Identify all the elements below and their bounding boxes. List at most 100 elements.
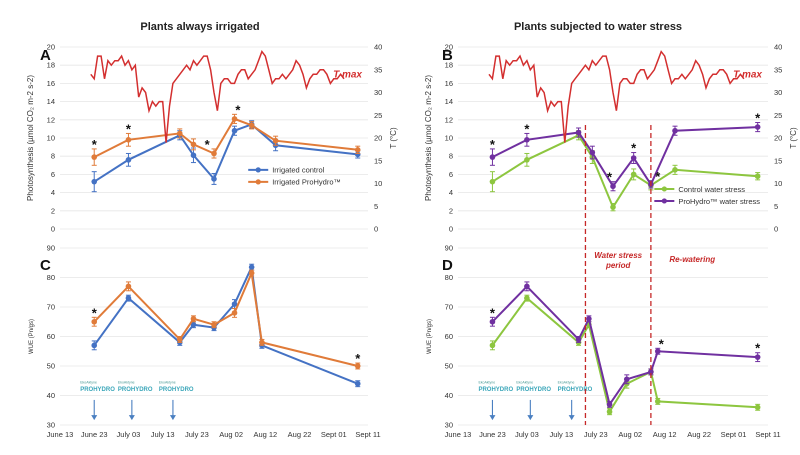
x-tick-label: June 13 xyxy=(445,430,472,439)
significance-star: * xyxy=(755,341,761,356)
x-tick-label: July 03 xyxy=(117,430,141,439)
legend-label: Irrigated control xyxy=(272,166,324,175)
data-point xyxy=(190,316,197,322)
y-tick-label: 90 xyxy=(445,244,453,253)
data-point xyxy=(211,176,217,182)
panel-label: B xyxy=(442,47,453,64)
y-tick-label: 30 xyxy=(47,421,55,430)
x-tick-label: July 23 xyxy=(584,430,608,439)
treatment-logo: PROHYDRO xyxy=(80,387,115,393)
significance-star: * xyxy=(655,169,661,184)
legend-marker xyxy=(255,167,261,173)
data-point xyxy=(125,157,132,163)
y2-tick-label: 30 xyxy=(374,88,382,97)
data-point xyxy=(190,321,197,328)
legend-label: ProHydro™ water stress xyxy=(678,197,760,206)
data-point xyxy=(176,130,183,137)
y2-tick-label: 15 xyxy=(374,156,382,165)
treatment-arrowhead xyxy=(128,415,135,421)
y2-tick-label: 20 xyxy=(774,134,782,143)
data-point xyxy=(754,173,761,180)
significance-star: * xyxy=(631,141,637,156)
data-point xyxy=(248,122,255,129)
y-tick-label: 80 xyxy=(445,273,453,282)
treatment-logo-small: EkoAktyne xyxy=(80,381,97,385)
y-tick-label: 40 xyxy=(445,391,453,400)
data-point xyxy=(248,270,255,276)
y2-tick-label: 10 xyxy=(374,179,382,188)
data-point xyxy=(630,171,637,178)
y-tick-label: 8 xyxy=(51,152,55,161)
significance-star: * xyxy=(355,351,361,366)
y2-tick-label: 0 xyxy=(774,225,778,234)
treatment-logo: PROHYDRO xyxy=(118,387,153,393)
water-stress-label-line1: Water stress xyxy=(594,251,642,260)
data-point xyxy=(91,154,98,160)
y-tick-label: 12 xyxy=(47,115,55,124)
x-tick-label: Aug 02 xyxy=(219,430,243,439)
y-tick-label: 16 xyxy=(47,79,55,88)
data-point xyxy=(575,129,582,136)
series-line xyxy=(93,269,358,367)
y-tick-label: 6 xyxy=(51,170,55,179)
data-point xyxy=(606,408,613,415)
significance-star: * xyxy=(524,121,530,136)
x-tick-label: June 23 xyxy=(479,430,506,439)
y-tick-label: 4 xyxy=(449,188,453,197)
y-tick-label: 10 xyxy=(445,134,453,143)
title-irrigated: Plants always irrigated xyxy=(140,21,259,33)
x-tick-label: Sept 01 xyxy=(721,430,747,439)
data-point xyxy=(190,141,197,148)
y-tick-label: 50 xyxy=(445,362,453,371)
data-point xyxy=(176,336,183,343)
treatment-logo: PROHYDRO xyxy=(558,387,593,393)
treatment-logo-small: EkoAktyne xyxy=(159,381,176,385)
title-water-stress: Plants subjected to water stress xyxy=(514,21,682,33)
data-point xyxy=(211,150,217,157)
y-tick-label: 0 xyxy=(449,225,453,234)
significance-star: * xyxy=(92,305,98,320)
significance-star: * xyxy=(607,170,613,185)
treatment-arrowhead xyxy=(489,415,496,421)
data-point xyxy=(630,155,637,161)
legend-marker xyxy=(255,179,261,185)
y-axis-title: Photosynthesis (µmol CO₂ m-2 s-2) xyxy=(424,75,433,201)
data-point xyxy=(654,398,661,405)
y2-tick-label: 0 xyxy=(374,225,378,234)
data-point xyxy=(259,339,265,346)
y-tick-label: 60 xyxy=(445,332,453,341)
treatment-arrowhead xyxy=(568,415,575,421)
data-point xyxy=(672,127,678,134)
panel-a: 0 2 4 6 8 10 12 14 16 18 20 0 5 10 15 20 25 30 35 40 T (°C) P… xyxy=(26,43,398,234)
data-point xyxy=(354,363,361,369)
x-tick-label: Aug 12 xyxy=(253,430,277,439)
significance-star: * xyxy=(205,137,211,152)
y-tick-label: 70 xyxy=(47,303,55,312)
x-tick-label: Aug 22 xyxy=(687,430,711,439)
y-tick-label: 0 xyxy=(51,225,55,234)
data-point xyxy=(524,295,530,301)
treatment-arrowhead xyxy=(169,415,176,421)
x-tick-label: Aug 22 xyxy=(288,430,312,439)
data-point xyxy=(648,369,654,375)
data-point xyxy=(524,137,530,143)
data-point xyxy=(672,167,678,173)
tmax-label: T max xyxy=(733,69,762,80)
data-point xyxy=(654,348,661,355)
treatment-logo: PROHYDRO xyxy=(159,387,194,393)
data-point xyxy=(231,310,238,316)
data-point xyxy=(190,152,197,159)
water-stress-label-line2: period xyxy=(605,261,632,270)
panel-label: C xyxy=(40,257,51,274)
tmax-line xyxy=(488,50,745,143)
y-tick-label: 50 xyxy=(47,362,55,371)
y-tick-label: 4 xyxy=(51,188,55,197)
data-point xyxy=(489,178,496,185)
data-point xyxy=(489,342,496,349)
data-point xyxy=(610,183,616,190)
y2-tick-label: 5 xyxy=(374,202,378,211)
significance-star: * xyxy=(659,336,665,351)
data-point xyxy=(91,318,98,325)
data-point xyxy=(91,178,98,185)
treatment-arrowhead xyxy=(91,415,98,421)
